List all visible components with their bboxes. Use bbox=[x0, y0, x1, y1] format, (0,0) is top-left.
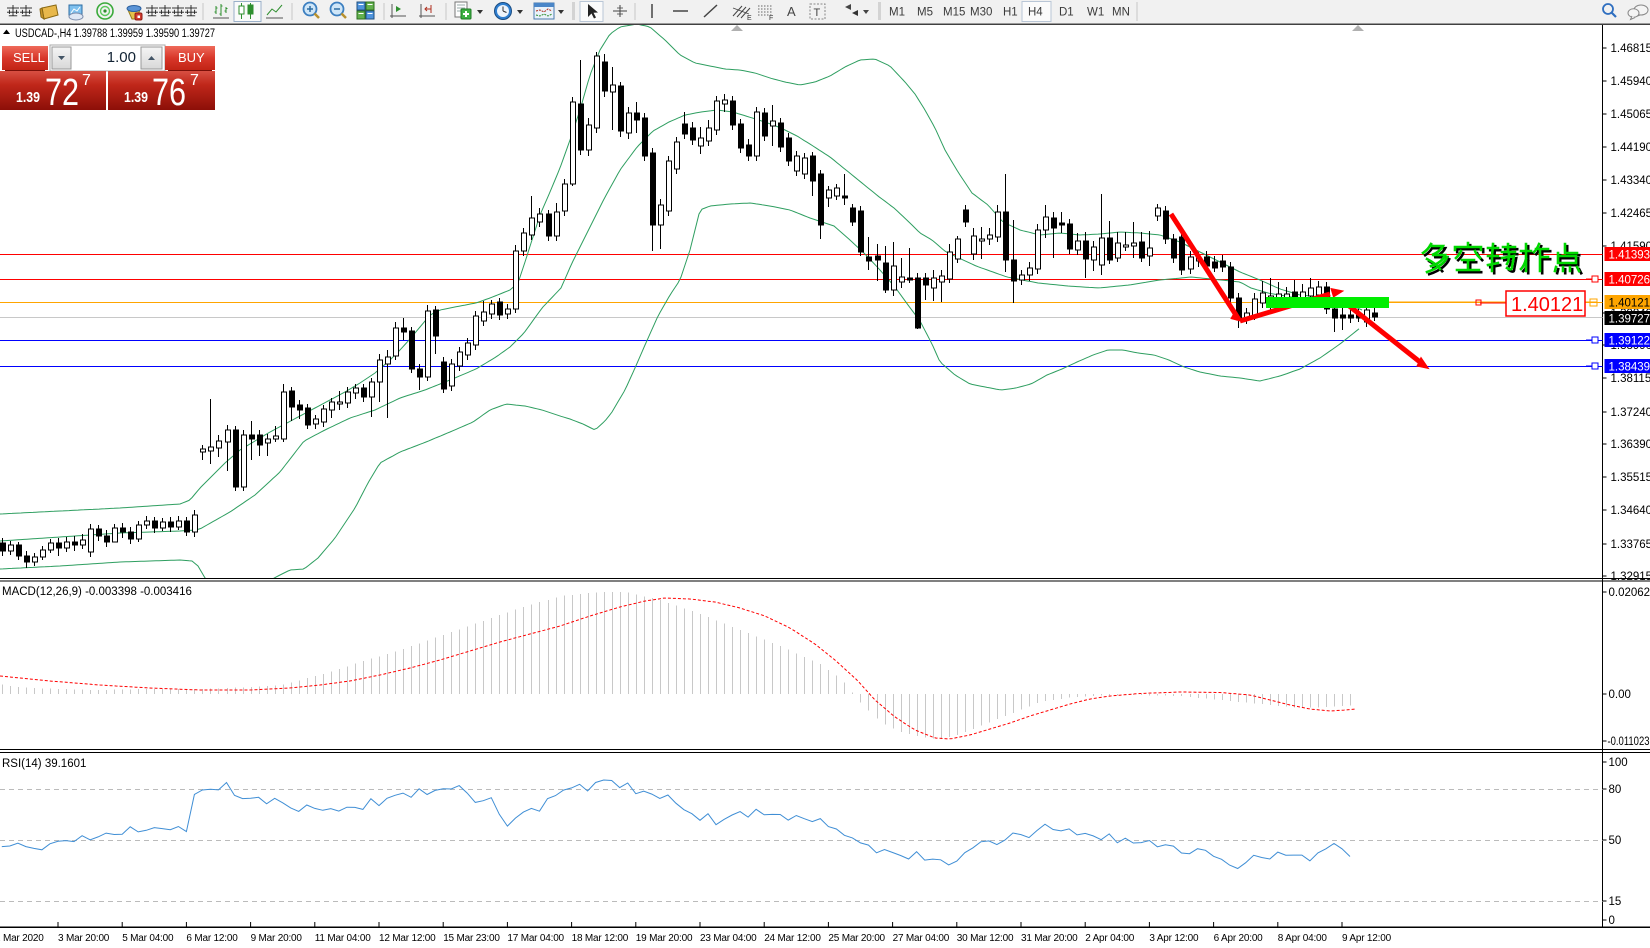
svg-text:0.02062: 0.02062 bbox=[1609, 587, 1650, 599]
svg-text:F: F bbox=[769, 15, 773, 22]
svg-text:1.40726: 1.40726 bbox=[1609, 275, 1650, 287]
svg-text:1.45940: 1.45940 bbox=[1611, 76, 1650, 88]
svg-text:1.43340: 1.43340 bbox=[1611, 175, 1650, 187]
svg-text:T: T bbox=[814, 7, 821, 19]
svg-text:USDCAD-,H4 1.39788 1.39959 1.: USDCAD-,H4 1.39788 1.39959 1.39590 1.397… bbox=[15, 28, 215, 40]
svg-text:31 Mar 20:00: 31 Mar 20:00 bbox=[1021, 933, 1078, 944]
svg-text:72: 72 bbox=[45, 72, 79, 114]
svg-text:12 Mar 12:00: 12 Mar 12:00 bbox=[379, 933, 436, 944]
svg-text:1.40121: 1.40121 bbox=[1511, 294, 1583, 316]
svg-text:1.39: 1.39 bbox=[124, 89, 148, 106]
svg-text:E: E bbox=[747, 15, 752, 22]
svg-text:0.00: 0.00 bbox=[1609, 689, 1631, 701]
svg-text:MN: MN bbox=[1112, 7, 1130, 19]
svg-text:1.42465: 1.42465 bbox=[1611, 208, 1650, 220]
svg-text:RSI(14) 39.1601: RSI(14) 39.1601 bbox=[2, 758, 86, 770]
svg-text:2 Mar 2020: 2 Mar 2020 bbox=[0, 933, 44, 944]
svg-text:11 Mar 04:00: 11 Mar 04:00 bbox=[315, 933, 371, 944]
svg-text:BUY: BUY bbox=[178, 50, 205, 65]
svg-text:1.35515: 1.35515 bbox=[1611, 472, 1650, 484]
svg-text:100: 100 bbox=[1609, 757, 1628, 769]
svg-text:80: 80 bbox=[1609, 784, 1622, 796]
svg-text:23 Mar 04:00: 23 Mar 04:00 bbox=[700, 933, 757, 944]
svg-text:27 Mar 04:00: 27 Mar 04:00 bbox=[893, 933, 950, 944]
svg-text:1.46815: 1.46815 bbox=[1611, 43, 1650, 55]
svg-text:50: 50 bbox=[1609, 835, 1622, 847]
svg-text:19 Mar 20:00: 19 Mar 20:00 bbox=[636, 933, 693, 944]
svg-text:M5: M5 bbox=[917, 7, 933, 19]
svg-text:1.32915: 1.32915 bbox=[1611, 571, 1650, 583]
svg-text:6 Apr 20:00: 6 Apr 20:00 bbox=[1214, 933, 1264, 944]
svg-text:1.00: 1.00 bbox=[107, 49, 136, 66]
svg-text:24 Mar 12:00: 24 Mar 12:00 bbox=[764, 933, 821, 944]
svg-text:15 Mar 23:00: 15 Mar 23:00 bbox=[443, 933, 500, 944]
svg-text:1.34640: 1.34640 bbox=[1611, 505, 1650, 517]
svg-text:6 Mar 12:00: 6 Mar 12:00 bbox=[186, 933, 238, 944]
svg-text:7: 7 bbox=[190, 72, 199, 89]
svg-text:1.39727: 1.39727 bbox=[1609, 314, 1650, 326]
svg-text:M30: M30 bbox=[970, 7, 992, 19]
svg-text:A: A bbox=[787, 4, 796, 19]
svg-text:1.36390: 1.36390 bbox=[1611, 439, 1650, 451]
svg-text:17 Mar 04:00: 17 Mar 04:00 bbox=[507, 933, 564, 944]
svg-text:1.45065: 1.45065 bbox=[1611, 109, 1650, 121]
svg-text:MACD(12,26,9) -0.003398 -0.003: MACD(12,26,9) -0.003398 -0.003416 bbox=[2, 586, 192, 598]
svg-text:SELL: SELL bbox=[13, 50, 45, 65]
svg-text:1.33765: 1.33765 bbox=[1611, 539, 1650, 551]
svg-text:H4: H4 bbox=[1028, 7, 1043, 19]
svg-text:-0.011023: -0.011023 bbox=[1608, 736, 1650, 748]
svg-text:3 Mar 20:00: 3 Mar 20:00 bbox=[58, 933, 110, 944]
svg-text:W1: W1 bbox=[1087, 7, 1104, 19]
svg-text:1.37240: 1.37240 bbox=[1611, 407, 1650, 419]
svg-text:7: 7 bbox=[82, 72, 91, 89]
svg-text:2 Apr 04:00: 2 Apr 04:00 bbox=[1085, 933, 1135, 944]
svg-text:5 Mar 04:00: 5 Mar 04:00 bbox=[122, 933, 174, 944]
svg-text:3 Apr 12:00: 3 Apr 12:00 bbox=[1149, 933, 1199, 944]
svg-text:9 Apr 12:00: 9 Apr 12:00 bbox=[1342, 933, 1392, 944]
svg-text:30 Mar 12:00: 30 Mar 12:00 bbox=[957, 933, 1014, 944]
svg-text:M1: M1 bbox=[889, 7, 905, 19]
svg-text:8 Apr 04:00: 8 Apr 04:00 bbox=[1278, 933, 1328, 944]
svg-text:1.39122: 1.39122 bbox=[1609, 336, 1650, 348]
svg-text:1.41393: 1.41393 bbox=[1609, 250, 1650, 262]
svg-text:D1: D1 bbox=[1059, 7, 1074, 19]
svg-text:1.39: 1.39 bbox=[16, 89, 40, 106]
svg-text:15: 15 bbox=[1609, 896, 1622, 908]
svg-text:18 Mar 12:00: 18 Mar 12:00 bbox=[572, 933, 629, 944]
svg-text:25 Mar 20:00: 25 Mar 20:00 bbox=[828, 933, 885, 944]
svg-text:H1: H1 bbox=[1003, 7, 1018, 19]
svg-text:76: 76 bbox=[152, 72, 186, 114]
svg-text:M15: M15 bbox=[943, 7, 965, 19]
svg-text:1.38439: 1.38439 bbox=[1609, 362, 1650, 374]
svg-text:9 Mar 20:00: 9 Mar 20:00 bbox=[251, 933, 303, 944]
svg-text:1.40121: 1.40121 bbox=[1609, 298, 1650, 310]
svg-text:1.38115: 1.38115 bbox=[1611, 373, 1650, 385]
svg-text:0: 0 bbox=[1609, 915, 1615, 927]
svg-text:1.44190: 1.44190 bbox=[1611, 142, 1650, 154]
